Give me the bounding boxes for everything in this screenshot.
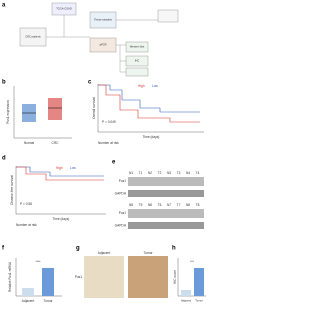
- x-label: Time (days): [53, 217, 70, 221]
- panel-label: c: [88, 80, 92, 86]
- bar-plot: [177, 258, 206, 297]
- x-label: CRC: [52, 141, 60, 145]
- lane-label: N5: [129, 203, 133, 207]
- risk-title: Number at risk: [98, 141, 119, 145]
- lane-label: T5: [139, 203, 143, 207]
- panel-label: b: [2, 80, 6, 86]
- lane-label: N7: [167, 203, 171, 207]
- box-label: IHC: [135, 59, 140, 63]
- km-plot: [97, 84, 204, 133]
- panel-label: h: [172, 246, 176, 252]
- figure: a b c d e f g h TCGA-COAD CRC patients Tissue samp…: [2, 2, 206, 303]
- y-label: IHC score: [173, 270, 177, 284]
- panel-label: g: [76, 246, 80, 252]
- lane-label: N2: [148, 171, 152, 175]
- box-label: Western blot: [130, 45, 145, 49]
- y-label: Relative Pus1 mRNA: [8, 261, 12, 292]
- box-label: TCGA-COAD: [56, 7, 72, 11]
- lane-label: T2: [158, 171, 162, 175]
- row-label: Pus1: [75, 275, 82, 279]
- bar-plot: [15, 258, 62, 297]
- panel-label: e: [112, 160, 116, 166]
- x-label: Adjacent: [181, 299, 191, 303]
- protein-label: GAPDH: [115, 223, 127, 227]
- lane-label: T1: [139, 171, 143, 175]
- lane-label: N3: [167, 171, 171, 175]
- protein-label: GAPDH: [115, 191, 127, 195]
- lane-label: T3: [177, 171, 181, 175]
- x-label: Tumor: [43, 299, 53, 303]
- x-label: Normal: [24, 141, 35, 145]
- p-value: P = 0.58: [20, 202, 32, 206]
- western-blot: [128, 177, 204, 229]
- lane-label: N8: [186, 203, 190, 207]
- legend-entry: High: [56, 166, 63, 170]
- protein-label: Pus1: [119, 211, 126, 215]
- risk-title: Number at risk: [16, 223, 37, 227]
- panel-label: f: [2, 246, 5, 252]
- y-label: Overall survival: [92, 97, 96, 119]
- significance: ***: [190, 260, 194, 264]
- lane-label: T7: [177, 203, 181, 207]
- box-label: CRC patients: [25, 35, 41, 39]
- legend-entry: Low: [70, 166, 77, 170]
- y-label: Pus1 expression: [6, 100, 10, 124]
- lane-label: N4: [186, 171, 190, 175]
- column-label: Adjacent: [98, 251, 111, 255]
- x-label: Tumor: [195, 299, 203, 303]
- legend-entry: High: [138, 84, 145, 88]
- protein-label: Pus1: [119, 179, 126, 183]
- lane-label: T4: [196, 171, 200, 175]
- lane-label: N1: [129, 171, 133, 175]
- panel-label: d: [2, 156, 6, 162]
- lane-label: T6: [158, 203, 162, 207]
- x-label: Time (days): [143, 135, 160, 139]
- significance: ****: [36, 260, 42, 264]
- legend-entry: Low: [152, 84, 159, 88]
- x-label: Adjacent: [22, 299, 35, 303]
- y-label: Disease-free survival: [10, 175, 14, 205]
- p-value: P = 0.049: [102, 120, 116, 124]
- lane-label: T8: [196, 203, 200, 207]
- box-label: qPCR: [100, 43, 107, 47]
- panel-label: a: [2, 3, 6, 9]
- km-plot: [15, 166, 106, 215]
- schematic: [19, 2, 179, 77]
- column-label: Tumor: [143, 251, 153, 255]
- box-plot: [13, 86, 72, 139]
- box-label: Tissue samples: [94, 18, 113, 22]
- lane-label: N6: [148, 203, 152, 207]
- ihc-images: [84, 256, 168, 298]
